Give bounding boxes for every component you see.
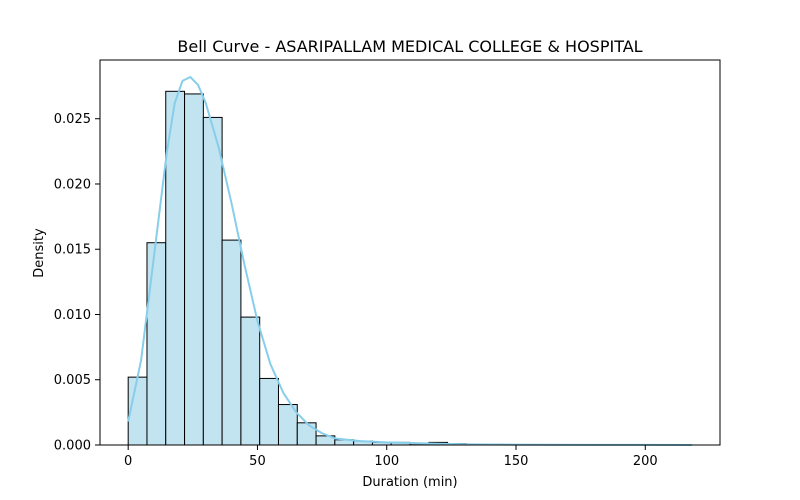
y-tick-label: 0.025 xyxy=(54,112,91,127)
y-tick-label: 0.015 xyxy=(54,243,91,258)
histogram-bar xyxy=(221,239,242,446)
plot-frame xyxy=(99,59,721,446)
plot-area: 0 50 100 150 200 0.000 0.005 0.010 0.015 0.020 0.0… xyxy=(54,59,721,469)
x-tick-label: 0 xyxy=(124,454,132,469)
y-tick-label: 0.005 xyxy=(54,373,91,388)
histogram-bar xyxy=(296,422,317,446)
y-tick-label: 0.020 xyxy=(54,177,91,192)
kde-curve xyxy=(127,75,692,446)
x-tick-label: 150 xyxy=(504,454,529,469)
chart-title: Bell Curve - ASARIPALLAM MEDICAL COLLEGE… xyxy=(177,37,642,56)
histogram-bar xyxy=(202,116,223,446)
x-tick-label: 200 xyxy=(633,454,658,469)
histogram-bar xyxy=(146,242,167,446)
x-axis-label: Duration (min) xyxy=(362,475,457,490)
y-tick-label: 0.000 xyxy=(54,439,91,454)
y-axis-label: Density xyxy=(32,228,47,278)
histogram-bar xyxy=(184,93,204,446)
x-tick-label: 100 xyxy=(374,454,399,469)
histogram-bar xyxy=(240,316,261,446)
y-tick-label: 0.010 xyxy=(54,308,91,323)
histogram-bar xyxy=(259,377,279,446)
x-tick-label: 50 xyxy=(249,454,266,469)
